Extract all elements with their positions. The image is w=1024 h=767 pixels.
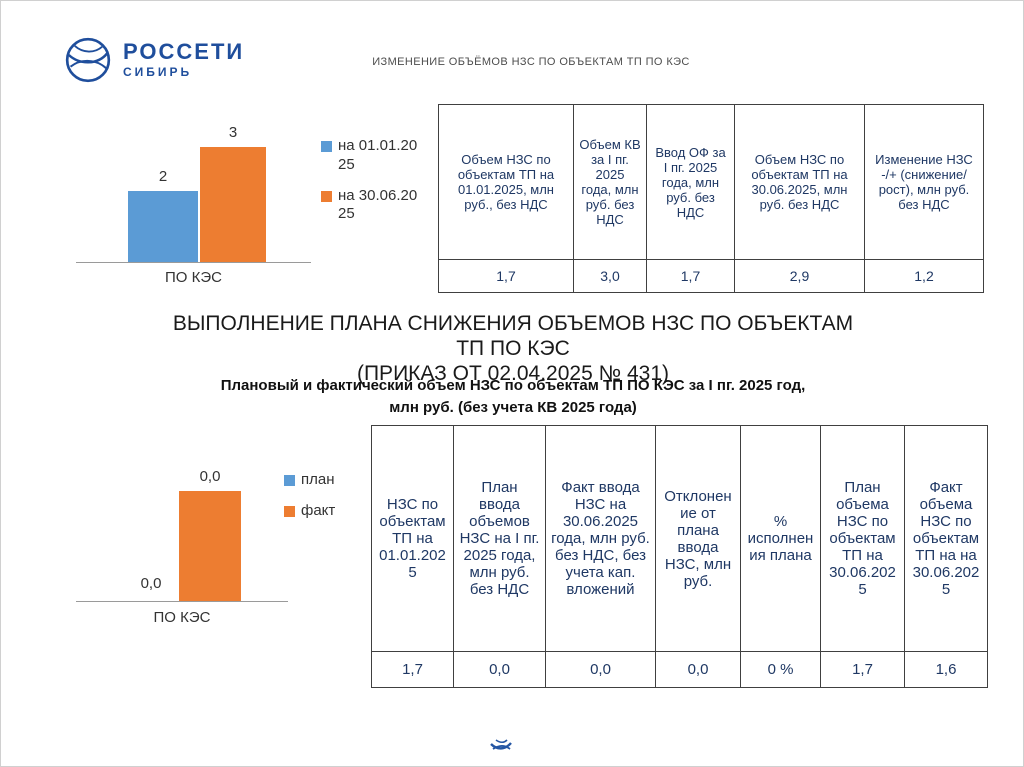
chart2-bar-orange (179, 491, 241, 601)
chart1-legend-item-1: на 01.01.2025 (321, 137, 421, 175)
table2-header-cell: План объема НЗС по объектам ТП на 30.06.… (820, 425, 905, 652)
legend-swatch-orange-icon (284, 505, 295, 517)
table1-value-cell: 2,9 (734, 259, 865, 293)
table1-value-cell: 1,2 (864, 259, 984, 293)
table1-value-cell: 1,7 (438, 259, 574, 293)
table1-header-row: Объем НЗС по объектам ТП на 01.01.2025, … (438, 104, 984, 260)
table2-value-cell: 0 % (740, 651, 821, 688)
legend-swatch-orange-icon (321, 190, 332, 202)
rosseti-globe-icon (65, 37, 111, 83)
nzs-change-table: Объем НЗС по объектам ТП на 01.01.2025, … (438, 104, 984, 293)
table2-header-cell: НЗС по объектам ТП на 01.01.2025 (371, 425, 454, 652)
chart1-legend-label-2: на 30.06.2025 (338, 186, 418, 223)
chart1-bar-orange (200, 147, 266, 262)
table1-data-row: 1,7 3,0 1,7 2,9 1,2 (438, 259, 984, 293)
plan-execution-table: НЗС по объектам ТП на 01.01.2025 План вв… (371, 425, 988, 688)
chart2-category-label: ПО КЭС (153, 609, 211, 626)
table2-header-cell: Факт ввода НЗС на 30.06.2025 года, млн р… (545, 425, 656, 652)
table1-header-cell: Объем НЗС по объектам ТП на 01.01.2025, … (438, 104, 574, 260)
table2-value-cell: 0,0 (545, 651, 656, 688)
table2-value-cell: 0,0 (453, 651, 546, 688)
chart1-legend-item-2: на 30.06.2025 (321, 187, 421, 225)
chart1-label-orange: 3 (228, 124, 238, 141)
section-title-line2: ТП ПО КЭС (456, 337, 570, 360)
rosseti-logo-text: РОССЕТИ СИБИРЬ (123, 35, 244, 85)
table1-value-cell: 3,0 (573, 259, 647, 293)
chart2-label-blue: 0,0 (140, 575, 162, 592)
section-title: ВЫПОЛНЕНИЕ ПЛАНА СНИЖЕНИЯ ОБЪЕМОВ НЗС ПО… (101, 311, 925, 386)
chart1-bar-blue (128, 191, 198, 262)
table1-value-cell: 1,7 (646, 259, 735, 293)
logo-brand-text: РОССЕТИ (123, 39, 245, 64)
chart2-legend-label-2: факт (301, 501, 336, 519)
table2-value-cell: 1,7 (371, 651, 454, 688)
table1-header-cell: Объем НЗС по объектам ТП на 30.06.2025, … (734, 104, 865, 260)
table2-data-row: 1,7 0,0 0,0 0,0 0 % 1,7 1,6 (371, 651, 988, 688)
table2-header-row: НЗС по объектам ТП на 01.01.2025 План вв… (371, 425, 988, 652)
table2-header-cell: % исполнения плана (740, 425, 821, 652)
section-subtitle-line2: млн руб. (без учета КВ 2025 года) (389, 399, 637, 416)
section-title-line1: ВЫПОЛНЕНИЕ ПЛАНА СНИЖЕНИЯ ОБЪЕМОВ НЗС ПО… (172, 312, 854, 335)
chart2-legend: план факт (284, 471, 364, 533)
slide-header-title: ИЗМЕНЕНИЕ ОБЪЁМОВ НЗС ПО ОБЪЕКТАМ ТП ПО … (372, 56, 690, 68)
section-subtitle-line1: Плановый и фактический объем НЗС по объе… (220, 377, 806, 394)
chart2-legend-item-1: план (284, 471, 364, 490)
chart2-legend-label-1: план (301, 471, 335, 488)
table2-value-cell: 1,7 (820, 651, 905, 688)
rosseti-logo: РОССЕТИ СИБИРЬ (63, 35, 244, 85)
table1-header-cell: Объем КВ за I пг. 2025 года, млн руб. бе… (573, 104, 647, 260)
chart1-category-label: ПО КЭС (165, 269, 222, 286)
section-title-line3: (ПРИКАЗ ОТ 02.04.2025 № 431) (356, 362, 670, 385)
table2-header-cell: План ввода объемов НЗС на I пг. 2025 год… (453, 425, 546, 652)
table2-header-cell: Отклонение от плана ввода НЗС, млн руб. (655, 425, 741, 652)
table2-header-cell: Факт объема НЗС по объектам ТП на на 30.… (904, 425, 988, 652)
chart2-legend-item-2: факт (284, 502, 364, 521)
chart1-x-axis (76, 262, 311, 263)
legend-swatch-blue-icon (284, 475, 295, 486)
chart2-x-axis (76, 601, 288, 602)
logo-sub-text: СИБИРЬ (123, 65, 193, 79)
table1-header-cell: Ввод ОФ за I пг. 2025 года, млн руб. без… (646, 104, 735, 260)
footer-logo-mark-icon (490, 739, 512, 750)
chart1-legend-label-1: на 01.01.2025 (338, 137, 418, 173)
table2-value-cell: 1,6 (904, 651, 988, 688)
section-subtitle: Плановый и фактический объем НЗС по объе… (101, 375, 925, 419)
table1-header-cell: Изменение НЗС -/+ (снижение/рост), млн р… (864, 104, 984, 260)
chart1-legend: на 01.01.2025 на 30.06.2025 (321, 137, 421, 236)
legend-swatch-blue-icon (321, 141, 332, 152)
chart2-label-orange: 0,0 (199, 468, 221, 485)
table2-value-cell: 0,0 (655, 651, 741, 688)
chart1-label-blue: 2 (158, 168, 168, 185)
